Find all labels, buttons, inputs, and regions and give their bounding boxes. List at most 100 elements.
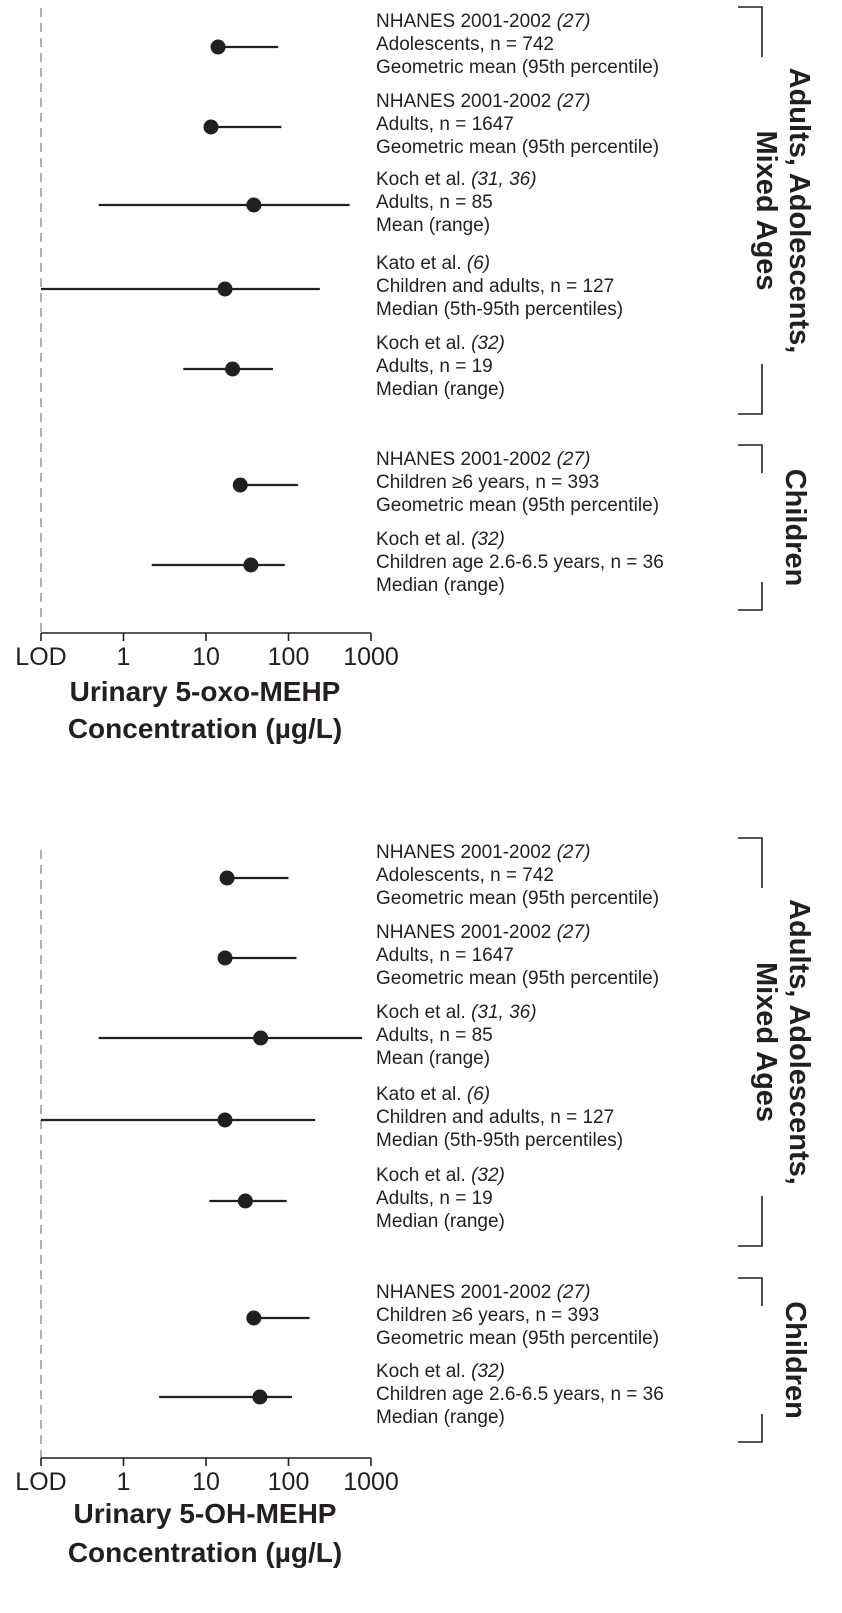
x-tick-label: LOD bbox=[15, 643, 66, 671]
point-estimate-marker bbox=[237, 1193, 253, 1209]
x-axis-title: Concentration (µg/L) bbox=[68, 713, 342, 744]
x-axis-title: Urinary 5-oxo-MEHP bbox=[70, 676, 341, 707]
study-reference: (27) bbox=[557, 842, 591, 863]
study-statistic-label: Median (5th-95th percentiles) bbox=[376, 1130, 623, 1151]
x-tick-label: 100 bbox=[268, 1468, 310, 1496]
study-statistic-label: Geometric mean (95th percentile) bbox=[376, 137, 659, 158]
x-axis-title: Concentration (µg/L) bbox=[68, 1537, 342, 1568]
group-bracket-bottom bbox=[738, 1414, 763, 1443]
point-estimate-marker bbox=[219, 870, 235, 886]
study-statistic-label: Median (range) bbox=[376, 575, 505, 596]
study-statistic-label: Mean (range) bbox=[376, 1048, 490, 1069]
study-source: NHANES 2001-2002 bbox=[376, 1282, 557, 1303]
study-population-label: Children age 2.6-6.5 years, n = 36 bbox=[376, 1384, 664, 1405]
study-source: Koch et al. bbox=[376, 1002, 471, 1023]
study-reference: (27) bbox=[557, 449, 591, 470]
study-reference: (6) bbox=[467, 253, 490, 274]
point-estimate-marker bbox=[252, 1389, 268, 1405]
study-reference: (32) bbox=[471, 1361, 505, 1382]
study-reference: (6) bbox=[467, 1084, 490, 1105]
study-source: NHANES 2001-2002 bbox=[376, 842, 557, 863]
x-tick-label: 1000 bbox=[343, 1468, 399, 1496]
study-reference: (32) bbox=[471, 529, 505, 550]
x-tick-label: 1000 bbox=[343, 643, 399, 671]
study-statistic-label: Geometric mean (95th percentile) bbox=[376, 1328, 659, 1349]
x-tick-label: 1 bbox=[117, 1468, 131, 1496]
study-population-label: Adults, n = 1647 bbox=[376, 114, 514, 135]
point-estimate-marker bbox=[246, 197, 262, 213]
point-estimate-marker bbox=[253, 1030, 269, 1046]
group-label: Adults, Adolescents, bbox=[783, 68, 815, 354]
point-estimate-marker bbox=[217, 950, 233, 966]
point-estimate-marker bbox=[203, 119, 219, 135]
study-reference: (27) bbox=[557, 1282, 591, 1303]
study-source-label: NHANES 2001-2002 (27) bbox=[376, 449, 590, 470]
study-source: Koch et al. bbox=[376, 169, 471, 190]
study-population-label: Children and adults, n = 127 bbox=[376, 276, 614, 297]
point-estimate-marker bbox=[210, 39, 226, 55]
group-label: Mixed Ages bbox=[750, 962, 782, 1122]
study-population-label: Children ≥6 years, n = 393 bbox=[376, 1305, 599, 1326]
study-reference: (31, 36) bbox=[471, 1002, 536, 1023]
study-source-label: Koch et al. (32) bbox=[376, 333, 505, 354]
group-bracket-bottom bbox=[738, 364, 763, 415]
study-statistic-label: Geometric mean (95th percentile) bbox=[376, 968, 659, 989]
study-reference: (31, 36) bbox=[471, 169, 536, 190]
x-tick-label: 10 bbox=[192, 643, 220, 671]
study-source: NHANES 2001-2002 bbox=[376, 449, 557, 470]
x-axis-title: Urinary 5-OH-MEHP bbox=[74, 1498, 337, 1529]
study-population-label: Adolescents, n = 742 bbox=[376, 865, 554, 886]
study-source-label: Kato et al. (6) bbox=[376, 253, 490, 274]
study-source-label: Kato et al. (6) bbox=[376, 1084, 490, 1105]
study-source-label: NHANES 2001-2002 (27) bbox=[376, 842, 590, 863]
study-source: Koch et al. bbox=[376, 1165, 471, 1186]
study-source: Kato et al. bbox=[376, 253, 467, 274]
study-population-label: Adults, n = 19 bbox=[376, 356, 493, 377]
study-population-label: Adults, n = 85 bbox=[376, 1025, 493, 1046]
group-label: Children bbox=[779, 1301, 811, 1419]
group-bracket-top bbox=[738, 1277, 763, 1306]
point-estimate-marker bbox=[217, 1112, 233, 1128]
study-source-label: Koch et al. (31, 36) bbox=[376, 169, 537, 190]
study-statistic-label: Median (range) bbox=[376, 1407, 505, 1428]
x-tick-label: 1 bbox=[117, 643, 131, 671]
study-population-label: Adults, n = 19 bbox=[376, 1188, 493, 1209]
study-source: NHANES 2001-2002 bbox=[376, 91, 557, 112]
group-label: Children bbox=[779, 469, 811, 587]
study-population-label: Adults, n = 85 bbox=[376, 192, 493, 213]
study-reference: (27) bbox=[557, 922, 591, 943]
x-tick-label: 100 bbox=[268, 643, 310, 671]
study-source: Koch et al. bbox=[376, 529, 471, 550]
study-statistic-label: Mean (range) bbox=[376, 215, 490, 236]
point-estimate-marker bbox=[232, 477, 248, 493]
study-source-label: NHANES 2001-2002 (27) bbox=[376, 1282, 590, 1303]
study-source-label: NHANES 2001-2002 (27) bbox=[376, 922, 590, 943]
study-statistic-label: Geometric mean (95th percentile) bbox=[376, 57, 659, 78]
point-estimate-marker bbox=[243, 557, 259, 573]
study-source: Koch et al. bbox=[376, 1361, 471, 1382]
group-bracket-top bbox=[738, 837, 763, 888]
study-statistic-label: Median (range) bbox=[376, 379, 505, 400]
group-label: Mixed Ages bbox=[750, 130, 782, 290]
study-reference: (32) bbox=[471, 1165, 505, 1186]
study-population-label: Children ≥6 years, n = 393 bbox=[376, 472, 599, 493]
x-tick-label: LOD bbox=[15, 1468, 66, 1496]
study-source: NHANES 2001-2002 bbox=[376, 11, 557, 32]
study-reference: (27) bbox=[557, 11, 591, 32]
study-source: Kato et al. bbox=[376, 1084, 467, 1105]
x-tick-label: 10 bbox=[192, 1468, 220, 1496]
point-estimate-marker bbox=[217, 281, 233, 297]
point-estimate-marker bbox=[225, 361, 241, 377]
study-statistic-label: Geometric mean (95th percentile) bbox=[376, 888, 659, 909]
point-estimate-marker bbox=[246, 1310, 262, 1326]
study-statistic-label: Geometric mean (95th percentile) bbox=[376, 495, 659, 516]
study-reference: (32) bbox=[471, 333, 505, 354]
study-statistic-label: Median (range) bbox=[376, 1211, 505, 1232]
study-statistic-label: Median (5th-95th percentiles) bbox=[376, 299, 623, 320]
study-population-label: Children and adults, n = 127 bbox=[376, 1107, 614, 1128]
study-source: Koch et al. bbox=[376, 333, 471, 354]
study-source: NHANES 2001-2002 bbox=[376, 922, 557, 943]
